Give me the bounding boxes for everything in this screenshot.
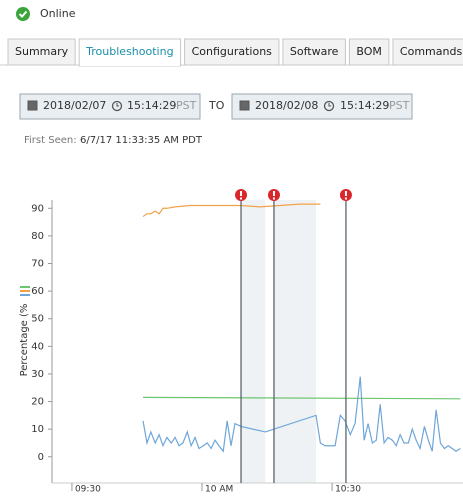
event-icon-dot [272, 197, 275, 200]
y-tick-label: 90 [31, 203, 44, 214]
y-tick-label: 50 [31, 314, 44, 325]
tab-label[interactable]: Troubleshooting [85, 45, 173, 58]
status-text: Online [40, 7, 76, 20]
y-axis-label: Percentage (% [19, 304, 30, 377]
tab[interactable] [184, 38, 280, 66]
y-tick-label: 70 [31, 259, 44, 270]
event-band [273, 200, 317, 483]
to-time: 15:14:29 [340, 99, 389, 112]
clock-icon [323, 100, 335, 112]
tab-label[interactable]: Software [290, 45, 339, 58]
y-tick-label: 0 [38, 452, 44, 463]
x-tick-label: 10 AM [205, 485, 233, 495]
calendar-icon [239, 100, 250, 111]
event-icon-dot [240, 197, 243, 200]
y-tick-label: 10 [31, 424, 44, 435]
x-tick-label: 09:30 [75, 485, 101, 495]
clock-hands [328, 103, 331, 107]
date-separator: TO [208, 99, 225, 112]
y-tick-label: 60 [31, 286, 44, 297]
y-tick-label: 20 [31, 397, 44, 408]
from-time: 15:14:29 [127, 99, 176, 112]
x-tick-label: 10:30 [335, 485, 361, 495]
tab[interactable] [392, 38, 463, 66]
from-tz: PST [176, 99, 197, 112]
date-to-box[interactable] [231, 93, 413, 120]
calendar-icon [27, 100, 38, 111]
y-tick-label: 80 [31, 231, 44, 242]
tab-label[interactable]: Configurations [192, 45, 273, 58]
date-from-box[interactable] [19, 93, 201, 120]
to-tz: PST [389, 99, 410, 112]
tab[interactable] [78, 38, 182, 67]
event-icon-bar [240, 191, 243, 196]
status-check [18, 10, 28, 18]
clock-icon [111, 100, 123, 112]
from-date: 2018/02/07 [43, 99, 106, 112]
series-line [142, 376, 461, 453]
event-band [241, 200, 266, 483]
tab[interactable] [7, 38, 76, 66]
tab[interactable] [348, 38, 390, 66]
clock-hands [116, 103, 119, 107]
tab-label[interactable]: BOM [356, 45, 382, 58]
first-seen-value: 6/7/17 11:33:35 AM PDT [80, 135, 203, 146]
series-line [143, 396, 461, 400]
event-icon-bar [344, 191, 347, 196]
tab-label[interactable]: Commands [400, 45, 463, 58]
event-icon-bar [272, 191, 275, 196]
tab[interactable] [282, 38, 346, 66]
y-tick-label: 40 [31, 341, 44, 352]
y-tick-label: 30 [31, 369, 44, 380]
first-seen-label: First Seen: [24, 135, 77, 146]
tab-label[interactable]: Summary [15, 45, 69, 58]
event-icon-dot [344, 197, 347, 200]
to-date: 2018/02/08 [255, 99, 318, 112]
